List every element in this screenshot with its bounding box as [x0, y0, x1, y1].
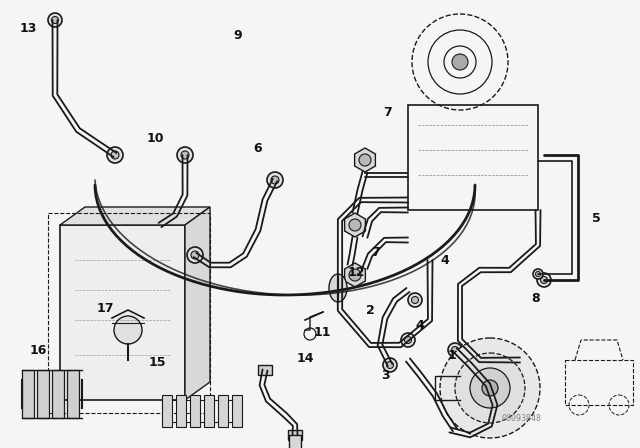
- Circle shape: [349, 219, 361, 231]
- Circle shape: [533, 269, 543, 279]
- Circle shape: [383, 358, 397, 372]
- Bar: [204, 395, 214, 427]
- Bar: [565, 360, 633, 405]
- Bar: [52, 370, 64, 418]
- Circle shape: [536, 271, 541, 276]
- Ellipse shape: [329, 274, 347, 302]
- Polygon shape: [355, 148, 376, 172]
- Circle shape: [187, 247, 203, 263]
- Text: 17: 17: [96, 302, 114, 314]
- Polygon shape: [60, 207, 210, 225]
- Text: 6: 6: [253, 142, 262, 155]
- Text: 11: 11: [313, 326, 331, 339]
- Text: 2: 2: [365, 303, 374, 316]
- Circle shape: [470, 368, 510, 408]
- Bar: [408, 105, 538, 210]
- Circle shape: [408, 293, 422, 307]
- Circle shape: [541, 276, 547, 284]
- Bar: [288, 430, 302, 440]
- Polygon shape: [344, 263, 365, 287]
- Circle shape: [51, 17, 58, 23]
- Text: 5: 5: [591, 211, 600, 224]
- Bar: [232, 395, 242, 427]
- Circle shape: [452, 54, 468, 70]
- Circle shape: [48, 13, 62, 27]
- Circle shape: [401, 333, 415, 347]
- Bar: [258, 365, 272, 375]
- Circle shape: [177, 147, 193, 163]
- Text: 10: 10: [147, 132, 164, 145]
- Bar: [162, 395, 172, 427]
- Circle shape: [455, 353, 525, 423]
- Circle shape: [349, 269, 361, 281]
- Circle shape: [271, 176, 279, 184]
- Polygon shape: [185, 207, 210, 400]
- Circle shape: [107, 147, 123, 163]
- Bar: [289, 435, 301, 448]
- Bar: [190, 395, 200, 427]
- Circle shape: [267, 172, 283, 188]
- Bar: [67, 370, 79, 418]
- Text: 1: 1: [447, 349, 456, 362]
- Circle shape: [156, 221, 164, 229]
- Circle shape: [181, 151, 189, 159]
- Text: 7: 7: [383, 105, 392, 119]
- Circle shape: [440, 338, 540, 438]
- Bar: [218, 395, 228, 427]
- Text: 16: 16: [29, 344, 47, 357]
- Circle shape: [412, 297, 419, 303]
- Circle shape: [191, 251, 199, 259]
- Circle shape: [448, 343, 462, 357]
- Text: 15: 15: [148, 356, 166, 369]
- Circle shape: [404, 336, 412, 344]
- Bar: [37, 370, 49, 418]
- Bar: [176, 395, 186, 427]
- Circle shape: [451, 346, 458, 353]
- Text: 9: 9: [234, 29, 243, 42]
- Text: 12: 12: [348, 266, 365, 279]
- Text: 4: 4: [440, 254, 449, 267]
- Text: 4: 4: [415, 319, 424, 332]
- Bar: [48, 213, 210, 413]
- Circle shape: [537, 273, 551, 287]
- Text: 00093848: 00093848: [502, 414, 541, 423]
- Text: 3: 3: [381, 369, 389, 382]
- Circle shape: [387, 362, 394, 369]
- Text: 7: 7: [372, 246, 380, 258]
- Text: 13: 13: [19, 22, 36, 34]
- Polygon shape: [344, 213, 365, 237]
- Circle shape: [359, 154, 371, 166]
- Bar: [22, 370, 34, 418]
- Text: 14: 14: [296, 352, 314, 365]
- Circle shape: [482, 380, 498, 396]
- Bar: [60, 225, 185, 400]
- Text: 8: 8: [532, 292, 540, 305]
- Circle shape: [152, 217, 168, 233]
- Circle shape: [111, 151, 119, 159]
- Circle shape: [114, 316, 142, 344]
